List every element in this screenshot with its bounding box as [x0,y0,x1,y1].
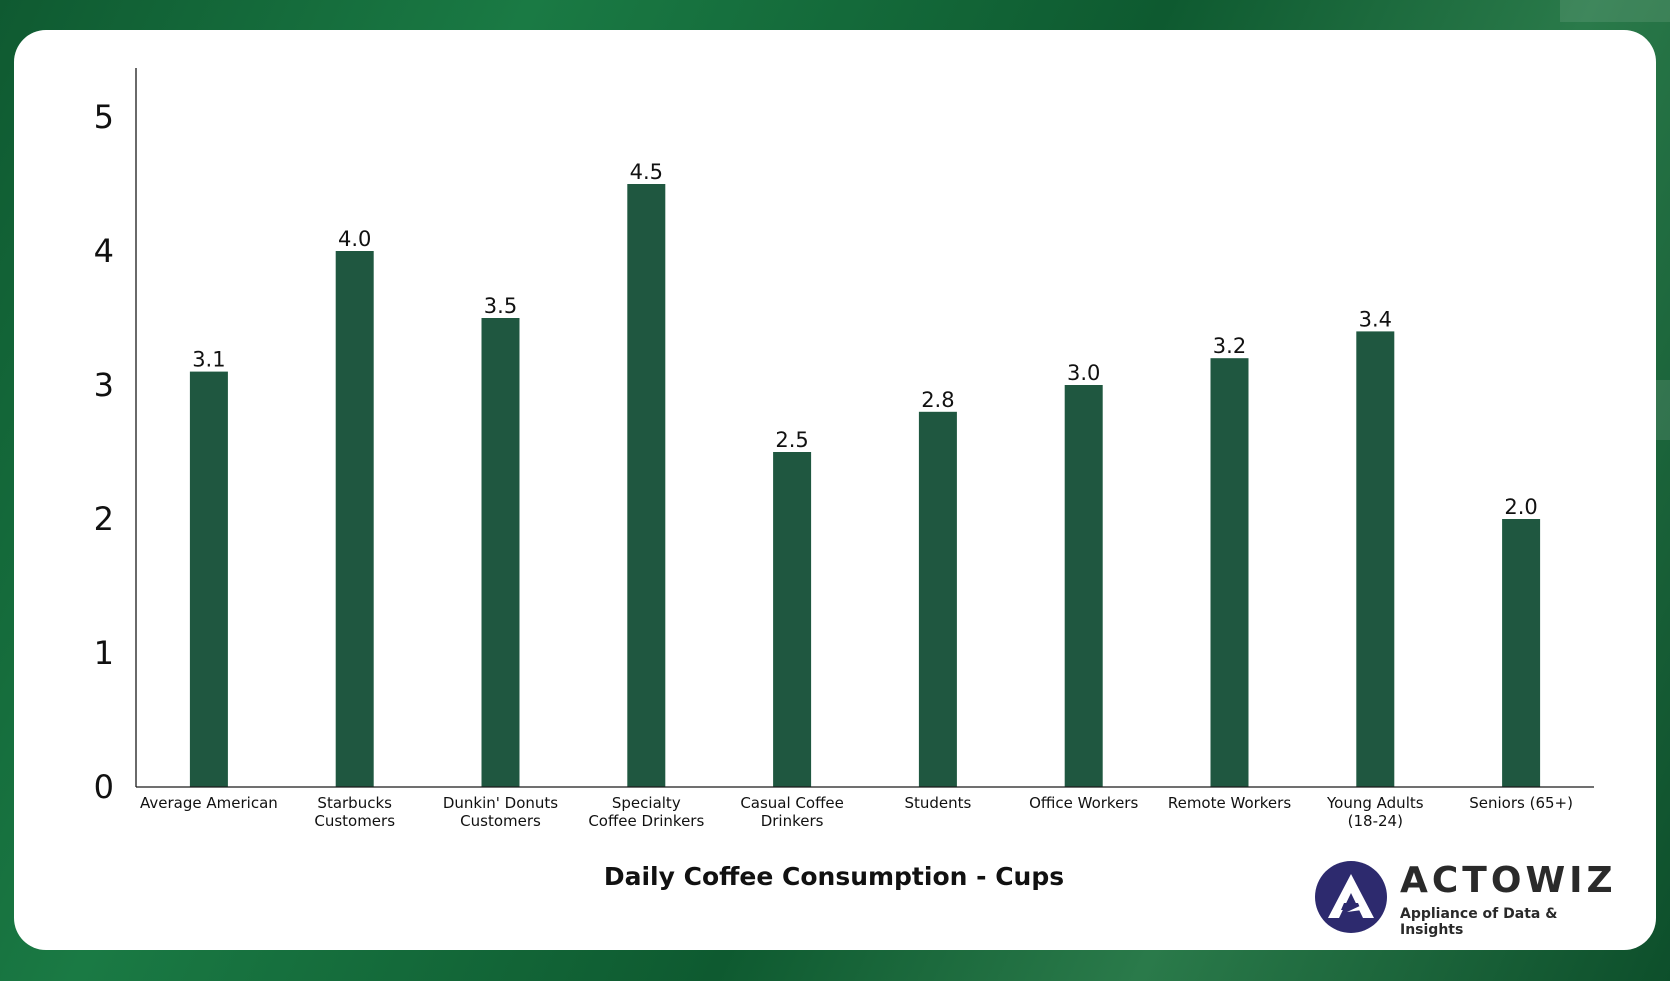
bar-value-label: 3.5 [484,294,517,318]
x-category-label: Starbucks Customers [314,794,395,830]
x-category-label: Young Adults (18-24) [1326,794,1424,830]
bar-value-label: 2.5 [775,428,808,452]
value-labels: 3.1 4.0 3.5 4.5 2.5 2.8 3.0 3.2 3.4 2.0 [192,160,1538,519]
x-category-label: Seniors (65+) [1469,794,1573,812]
chart-card: 0 1 2 3 4 5 3.1 4.0 3.5 4.5 2.5 2.8 3.0 3.2 3.4 2.0 Av… [14,30,1656,950]
x-category-label: Remote Workers [1168,794,1291,812]
bar [1064,385,1103,787]
y-tick-label: 0 [94,768,114,806]
bar-value-label: 2.8 [921,388,954,412]
bar-value-label: 3.1 [192,348,225,372]
bar-chart: 0 1 2 3 4 5 3.1 4.0 3.5 4.5 2.5 2.8 3.0 3.2 3.4 2.0 Av… [94,68,1594,830]
brand-tagline: Appliance of Data & Insights [1400,906,1558,938]
x-category-label: Average American [140,794,278,812]
bar [335,251,374,787]
bar-value-label: 4.0 [338,227,371,251]
bars [189,184,1541,787]
bar-value-label: 4.5 [630,160,663,184]
background-streak [1560,0,1670,22]
y-tick-label: 1 [94,634,114,672]
x-axis-title: Daily Coffee Consumption - Cups [603,862,1065,891]
bar [1356,331,1395,787]
bar-value-label: 3.4 [1359,307,1392,331]
brand-logo: ACTOWIZ Appliance of Data & Insights [1304,860,1624,938]
bar [773,452,812,787]
brand-name: ACTOWIZ [1400,860,1617,901]
y-tick-label: 2 [94,500,114,538]
bar [918,411,957,787]
x-category-label: Casual Coffee Drinkers [740,794,844,830]
bar [1502,519,1541,787]
x-axis-labels: Average American Starbucks Customers Dunkin… [140,794,1573,830]
y-tick-label: 3 [94,366,114,404]
bar-value-label: 3.2 [1213,334,1246,358]
bar-value-label: 3.0 [1067,361,1100,385]
bar [189,371,228,787]
bar [481,318,520,787]
bar-value-label: 2.0 [1504,495,1537,519]
x-category-label: Office Workers [1029,794,1138,812]
bar [627,184,666,787]
x-category-label: Specialty Coffee Drinkers [588,794,704,830]
bar [1210,358,1249,787]
x-category-label: Students [904,794,971,812]
actowiz-logo-icon [1315,861,1387,933]
y-tick-label: 4 [94,232,114,270]
x-category-label: Dunkin' Donuts Customers [443,794,558,830]
y-axis-ticks: 0 1 2 3 4 5 [94,98,114,806]
y-tick-label: 5 [94,98,114,136]
